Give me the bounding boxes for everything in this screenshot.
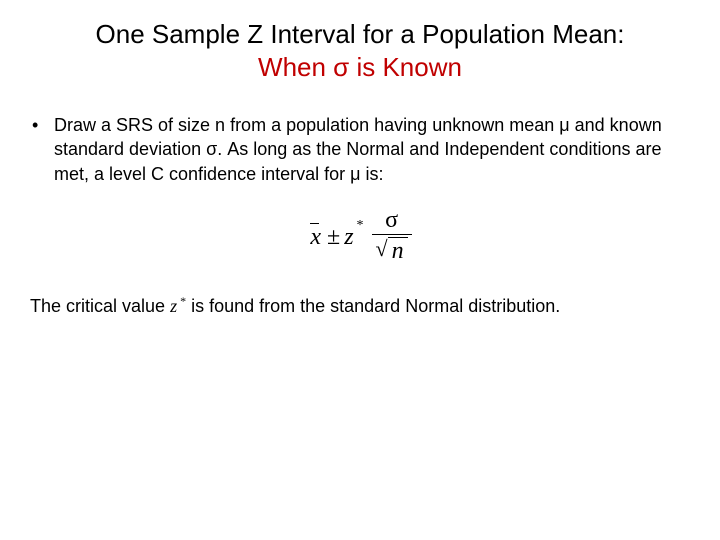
slide-body: • Draw a SRS of size n from a population… (30, 113, 690, 318)
bullet-marker: • (32, 113, 54, 186)
title-line-1: One Sample Z Interval for a Population M… (96, 19, 625, 49)
numerator-sigma: σ (379, 208, 404, 234)
plus-minus: ± (323, 221, 344, 253)
formula-block: x ± z* σ √ n (30, 208, 690, 266)
closing-pre: The critical value (30, 296, 170, 316)
inline-z-star: z* (170, 296, 186, 316)
title-line-2: When σ is Known (30, 51, 690, 84)
closing-post: is found from the standard Normal distri… (186, 296, 560, 316)
closing-text: The critical value z* is found from the … (30, 294, 690, 318)
z-letter: z (344, 224, 353, 250)
star-superscript: * (357, 217, 364, 236)
radical-sign: √ (376, 238, 388, 267)
bullet-item: • Draw a SRS of size n from a population… (30, 113, 690, 186)
slide: One Sample Z Interval for a Population M… (0, 0, 720, 540)
fraction: σ √ n (372, 208, 412, 266)
inline-star: * (180, 293, 186, 309)
inline-z: z (170, 296, 177, 316)
bullet-text: Draw a SRS of size n from a population h… (54, 113, 690, 186)
denominator: √ n (372, 235, 412, 266)
sqrt: √ n (376, 237, 408, 266)
slide-title: One Sample Z Interval for a Population M… (30, 18, 690, 83)
formula: x ± z* σ √ n (308, 208, 411, 266)
x-bar: x (308, 221, 323, 253)
z-star: z* (344, 221, 363, 253)
radicand-n: n (388, 237, 408, 266)
